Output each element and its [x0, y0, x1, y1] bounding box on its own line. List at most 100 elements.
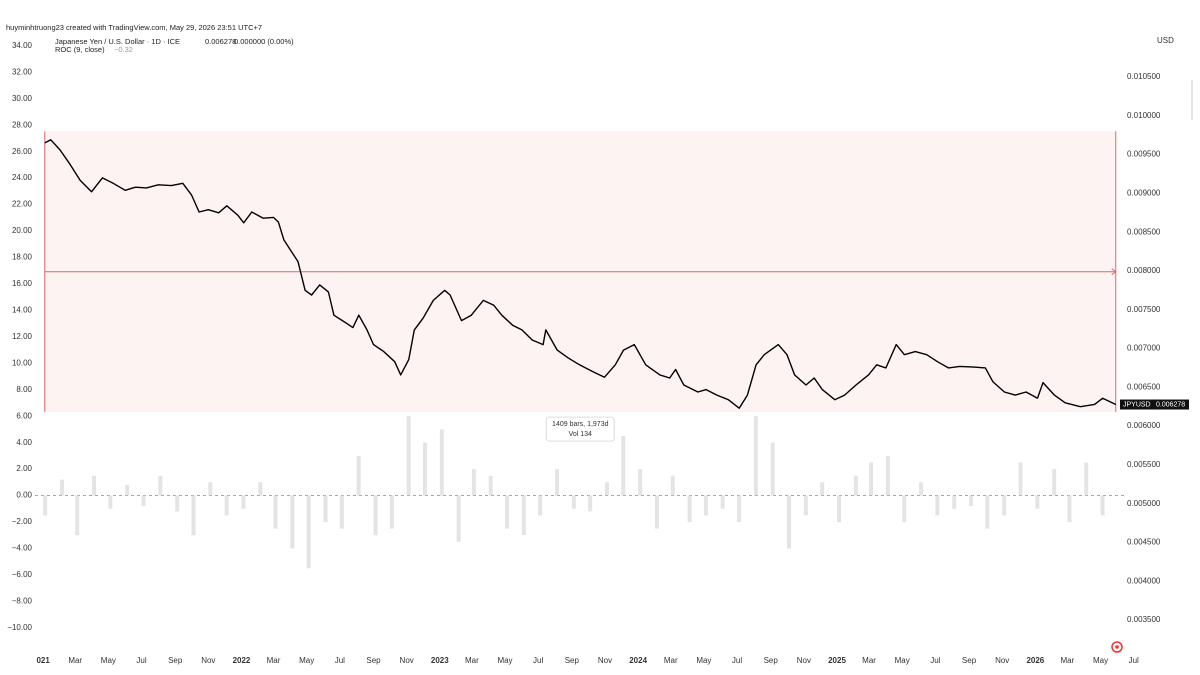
x-tick-label: May	[895, 656, 910, 665]
roc-bar	[555, 469, 560, 496]
x-tick-label: 2022	[233, 656, 251, 665]
roc-bar	[770, 442, 775, 496]
roc-bar	[803, 495, 808, 516]
x-tick-label: 2024	[629, 656, 647, 665]
roc-bar	[853, 475, 858, 496]
roc-bar	[290, 495, 295, 549]
y-tick-label: 32.00	[12, 67, 33, 76]
roc-bar	[92, 475, 97, 496]
y-tick-label: 26.00	[12, 147, 33, 156]
roc-bar	[935, 495, 940, 516]
y-tick-label: 16.00	[12, 279, 33, 288]
y2-tick-label: 0.003500	[1127, 615, 1161, 624]
y-tick-label: 10.00	[12, 358, 33, 367]
y-tick-label: 12.00	[12, 332, 33, 341]
roc-bar	[885, 455, 890, 496]
roc-bar	[621, 436, 626, 496]
y2-tick-label: 0.010000	[1127, 111, 1161, 120]
x-tick-label: Mar	[1061, 656, 1075, 665]
price-label-value: 0.006278	[1156, 401, 1185, 408]
x-tick-label: Mar	[465, 656, 479, 665]
x-tick-label: May	[497, 656, 512, 665]
roc-bar	[720, 495, 725, 509]
y2-tick-label: 0.006500	[1127, 382, 1161, 391]
roc-bar	[703, 495, 708, 516]
y2-tick-label: 0.004000	[1127, 576, 1161, 585]
replay-dot	[1115, 645, 1119, 649]
y-tick-label: 30.00	[12, 94, 33, 103]
y2-tick-label: 0.005000	[1127, 499, 1161, 508]
x-tick-label: Jul	[533, 656, 543, 665]
y-tick-label: −6.00	[12, 570, 33, 579]
y2-tick-label: 0.009000	[1127, 188, 1161, 197]
x-tick-label: Jul	[1129, 656, 1139, 665]
x-tick-label: 2025	[828, 656, 846, 665]
y2-tick-label: 0.007500	[1127, 305, 1161, 314]
price-label-name: JPYUSD	[1123, 401, 1151, 408]
roc-bar	[456, 495, 461, 542]
roc-bar	[654, 495, 659, 529]
indicator-value: −0.32	[114, 45, 133, 54]
roc-bar	[356, 455, 361, 496]
x-tick-label: Nov	[400, 656, 414, 665]
roc-bar	[837, 495, 842, 522]
measure-info: 1409 bars, 1,973d	[552, 421, 609, 428]
roc-bar	[323, 495, 328, 522]
roc-bar	[820, 482, 825, 496]
y-tick-label: 20.00	[12, 226, 33, 235]
y-tick-label: −8.00	[12, 596, 33, 605]
roc-bar	[753, 416, 758, 496]
roc-bar	[339, 495, 344, 529]
x-tick-label: May	[299, 656, 314, 665]
roc-bar	[422, 442, 427, 496]
price-label-bg	[1153, 399, 1189, 410]
x-tick-label: Mar	[664, 656, 678, 665]
x-tick-label: Mar	[267, 656, 281, 665]
price-line	[44, 139, 1117, 409]
y-tick-label: 24.00	[12, 173, 33, 182]
roc-bar	[1052, 469, 1057, 496]
y-tick-label: 18.00	[12, 253, 33, 262]
roc-bar	[224, 495, 229, 516]
roc-bar	[919, 482, 924, 496]
roc-bar	[406, 416, 411, 496]
roc-bar	[952, 495, 957, 509]
roc-bar	[373, 495, 378, 536]
roc-bar	[787, 495, 792, 549]
roc-bar	[869, 462, 874, 496]
x-tick-label: Sep	[168, 656, 183, 665]
roc-bar	[488, 475, 493, 496]
roc-bar	[902, 495, 907, 522]
x-tick-label: Nov	[201, 656, 215, 665]
roc-bar	[75, 495, 80, 536]
roc-bar	[208, 482, 213, 496]
currency: USD	[1157, 36, 1174, 45]
roc-bar	[538, 495, 543, 516]
roc-bar	[969, 495, 974, 507]
roc-bar	[1084, 462, 1089, 496]
roc-bar	[125, 484, 130, 496]
x-tick-label: Sep	[962, 656, 977, 665]
y2-tick-label: 0.005500	[1127, 460, 1161, 469]
roc-bar	[1018, 462, 1023, 496]
roc-bar	[273, 495, 278, 529]
last-value: 0.006278	[205, 37, 236, 46]
roc-bar	[471, 469, 476, 496]
roc-bar	[604, 482, 609, 496]
y-tick-label: 4.00	[16, 438, 32, 447]
y2-tick-label: 0.007000	[1127, 344, 1161, 353]
measure-arrowhead	[1111, 268, 1117, 276]
y-tick-label: 8.00	[16, 385, 32, 394]
roc-bar	[521, 495, 526, 536]
x-tick-label: May	[1093, 656, 1108, 665]
x-tick-label: 021	[36, 656, 50, 665]
y2-tick-label: 0.006000	[1127, 421, 1161, 430]
roc-bar	[670, 475, 675, 496]
y-tick-label: 14.00	[12, 305, 33, 314]
y-tick-label: −10.00	[7, 623, 32, 632]
x-tick-label: Jul	[732, 656, 742, 665]
measure-info-bg	[545, 416, 615, 442]
change: 0.000000 (0.00%)	[234, 37, 294, 46]
roc-bar	[588, 495, 593, 512]
